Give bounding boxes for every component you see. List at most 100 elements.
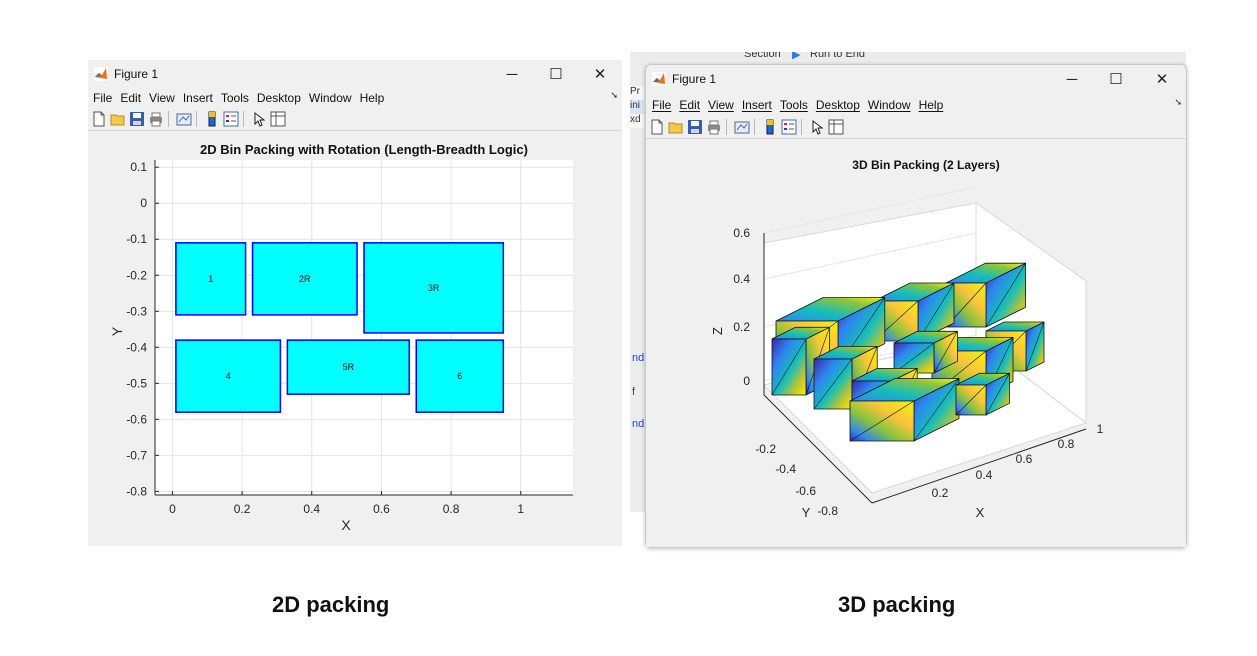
y-tick-label: 0.1 [130, 160, 147, 174]
z-tick-label: 0 [743, 374, 750, 388]
maximize-button[interactable]: ☐ [549, 66, 563, 83]
packed-rect [286, 339, 411, 395]
pointer-icon[interactable] [809, 119, 825, 135]
x-tick-label: 0.8 [1058, 437, 1075, 451]
packed-rect [175, 339, 282, 413]
close-button[interactable]: ✕ [1155, 71, 1169, 88]
y-tick-label: -0.6 [795, 484, 816, 498]
x-tick-label: 0.6 [373, 502, 390, 516]
open-file-icon[interactable] [668, 119, 684, 135]
matlab-logo-icon [652, 72, 666, 86]
menu-view[interactable]: View [149, 91, 175, 105]
menu-insert[interactable]: Insert [741, 98, 772, 112]
figure-window-3d: Figure 1 ─ ☐ ✕ File Edit View Insert Too… [645, 64, 1187, 548]
menu-tools[interactable]: Tools [779, 98, 808, 112]
grid-line-z [763, 232, 977, 280]
figure-canvas: 0 0.2 0.4 0.6 0.8 1 0.1 0 -0.1 -0.2 -0.3 -0.4 -0.5 -0… [88, 131, 622, 546]
y-tick-label: -0.7 [126, 448, 147, 462]
chart-3d-bin-packing: 3D Bin Packing (2 Layers) 0 0.2 0.4 0.6 Z -0.2… [710, 158, 1104, 520]
menu-desktop[interactable]: Desktop [256, 91, 301, 105]
menu-insert[interactable]: Insert [182, 91, 213, 105]
window-title: Figure 1 [114, 67, 159, 81]
ide-section-label: Section [744, 52, 781, 60]
box-mesh-line [771, 338, 807, 396]
packed-box [873, 282, 955, 342]
close-button[interactable]: ✕ [593, 66, 607, 83]
packed-box [945, 262, 1026, 328]
link-plot-icon[interactable] [734, 119, 750, 135]
colorbar-icon[interactable] [762, 119, 778, 135]
y-tick-label: -0.2 [755, 442, 776, 456]
menu-window[interactable]: Window [867, 98, 911, 112]
menu-edit[interactable]: Edit [679, 98, 701, 112]
figure-canvas: 3D Bin Packing (2 Layers) 0 0.2 0.4 0.6 Z -0.2… [646, 139, 1186, 547]
y-tick-label: -0.4 [126, 340, 147, 354]
print-icon[interactable] [706, 119, 722, 135]
toolbar-separator [754, 119, 755, 135]
z-axis-label: Z [710, 327, 725, 335]
minimize-button[interactable]: ─ [506, 65, 518, 83]
y-tick-label: -0.3 [126, 304, 147, 318]
box-mesh-line [985, 263, 1026, 328]
y-tick-label: -0.2 [126, 268, 147, 282]
x-axis-line [871, 428, 1087, 504]
rect-label: 6 [457, 371, 462, 381]
print-icon[interactable] [148, 111, 164, 127]
legend-icon[interactable] [781, 119, 797, 135]
ide-code-fragment-1: nd [632, 352, 645, 364]
menu-window[interactable]: Window [308, 91, 352, 105]
chart-title: 2D Bin Packing with Rotation (Length-Bre… [200, 142, 528, 157]
toolbar-dock-arrow-icon[interactable]: ➘ [1174, 97, 1182, 107]
save-icon[interactable] [687, 119, 703, 135]
new-figure-icon[interactable] [91, 111, 107, 127]
menu-tools[interactable]: Tools [220, 91, 249, 105]
packed-box [893, 330, 958, 374]
matlab-logo-icon [94, 67, 108, 81]
menu-desktop[interactable]: Desktop [815, 98, 860, 112]
y-tick-label: -0.5 [126, 376, 147, 390]
box-mesh-line [985, 373, 1010, 416]
ide-code-fragment-3: nd [632, 418, 645, 430]
x-tick-label: 0.2 [932, 486, 949, 500]
packed-box [849, 377, 960, 442]
toolbar-separator [726, 119, 727, 135]
toolbar-dock-arrow-icon[interactable]: ➘ [610, 90, 618, 100]
legend-icon[interactable] [223, 111, 239, 127]
maximize-button[interactable]: ☐ [1109, 71, 1123, 88]
menu-view[interactable]: View [708, 98, 734, 112]
menu-bar: File Edit View Insert Tools Desktop Wind… [646, 95, 1186, 115]
x-axis-label: X [976, 505, 985, 520]
new-figure-icon[interactable] [649, 119, 665, 135]
save-icon[interactable] [129, 111, 145, 127]
menu-file[interactable]: File [93, 91, 113, 105]
property-inspector-icon[interactable] [828, 119, 844, 135]
packed-box [955, 372, 1010, 416]
chart-title: 3D Bin Packing (2 Layers) [852, 158, 999, 172]
menu-file[interactable]: File [652, 98, 672, 112]
ide-run-label[interactable]: Run to End [810, 52, 866, 60]
colorbar-icon[interactable] [204, 111, 220, 127]
property-inspector-icon[interactable] [270, 111, 286, 127]
pointer-icon[interactable] [251, 111, 267, 127]
minimize-button[interactable]: ─ [1066, 70, 1078, 88]
y-tick-label: -0.6 [126, 412, 147, 426]
menu-help[interactable]: Help [918, 98, 944, 112]
ide-toolstrip: Section ▶ Run to End [730, 52, 1130, 62]
ide-fragment: Pr [630, 86, 640, 97]
run-to-end-icon[interactable]: ▶ [792, 52, 801, 61]
y-tick-label: -0.4 [775, 462, 796, 476]
open-file-icon[interactable] [110, 111, 126, 127]
ide-left-fragments: Pr ini xd [630, 86, 644, 128]
z-tick-label: 0.4 [733, 272, 750, 286]
link-plot-icon[interactable] [176, 111, 192, 127]
packed-rect [363, 242, 505, 334]
x-tick-label: 1 [1097, 422, 1104, 436]
z-tick-label: 0.2 [733, 320, 750, 334]
z-tick-label: 0.6 [733, 226, 750, 240]
box-mesh-line [1025, 321, 1045, 372]
menu-edit[interactable]: Edit [120, 91, 142, 105]
menu-help[interactable]: Help [359, 91, 385, 105]
menu-bar: File Edit View Insert Tools Desktop Wind… [88, 88, 622, 108]
rect-label: 2R [299, 274, 311, 284]
grid-line-z [763, 186, 977, 234]
